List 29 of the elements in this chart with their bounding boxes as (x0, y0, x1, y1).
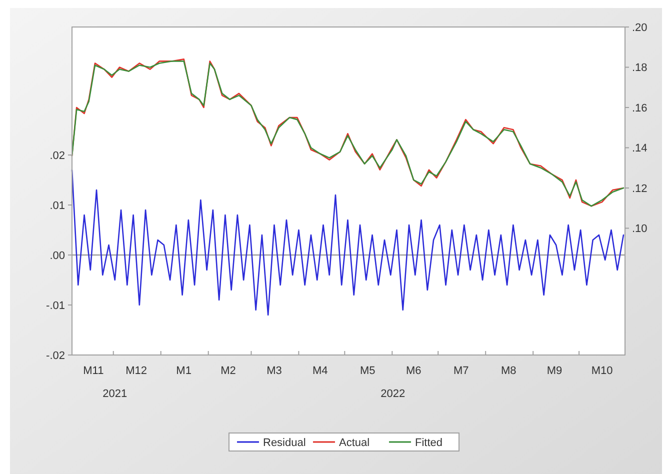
y2-tick-label: .18 (632, 62, 648, 74)
y-tick-label: .00 (50, 250, 65, 262)
x-tick-label: M2 (220, 365, 236, 377)
y-tick-label: .02 (50, 150, 65, 162)
x-tick-label: M6 (406, 365, 422, 377)
text: 2022 (380, 388, 406, 400)
x-tick-label: M4 (312, 365, 328, 377)
x-tick-label: M11 (83, 365, 104, 377)
y2-tick-label: .10 (632, 223, 648, 236)
y-tick-label: .01 (50, 200, 65, 212)
y2-tick-label: .12 (632, 182, 648, 195)
legend-label: Residual (263, 436, 306, 449)
y-tick-label: -.02 (46, 350, 65, 362)
y2-tick-label: .16 (632, 102, 648, 114)
y2-tick-label: .14 (632, 142, 648, 155)
x-tick-label: M7 (453, 365, 469, 377)
x-tick-label: M12 (126, 365, 148, 377)
y2-tick-label: .20 (632, 22, 648, 34)
line-series (71, 169, 624, 316)
text: 2021 (102, 388, 128, 400)
x-tick-label: M5 (360, 365, 376, 377)
x-tick-label: M10 (591, 365, 613, 377)
x-tick-label: M3 (266, 365, 282, 377)
legend-label: Actual (339, 436, 370, 449)
legend-label: Fitted (415, 436, 443, 449)
y-tick-label: -.01 (46, 300, 65, 312)
x-tick-label: M9 (546, 365, 562, 377)
x-tick-label: M8 (500, 365, 516, 377)
x-tick-label: M1 (176, 365, 192, 377)
